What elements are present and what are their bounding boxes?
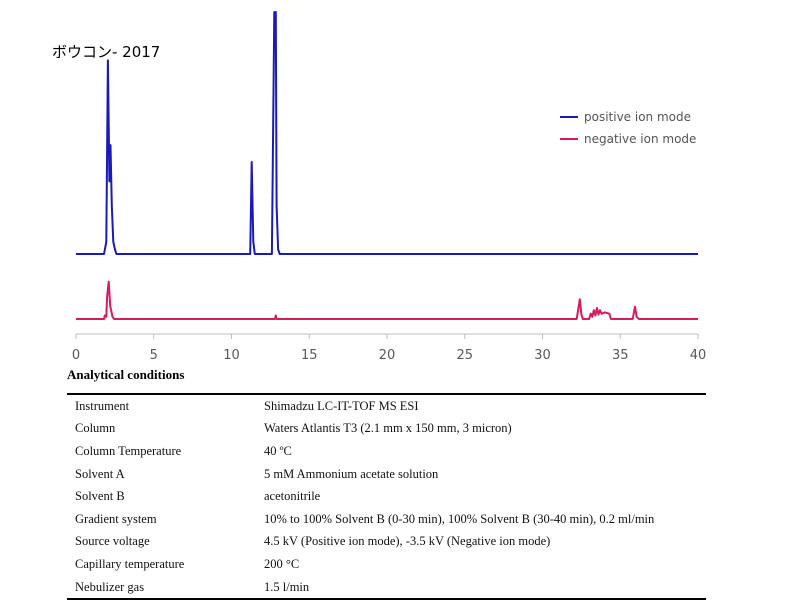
x-tick-label: 35 bbox=[612, 348, 629, 363]
x-tick-label: 10 bbox=[223, 348, 240, 363]
table-row: Source voltage 4.5 kV (Positive ion mode… bbox=[67, 531, 706, 554]
table-row: Solvent A 5 mM Ammonium acetate solution bbox=[67, 463, 706, 486]
legend: positive ion mode negative ion mode bbox=[560, 106, 696, 150]
param-value: 4.5 kV (Positive ion mode), -3.5 kV (Neg… bbox=[264, 534, 551, 549]
table-row: Capillary temperature 200 °C bbox=[67, 553, 706, 576]
param-value: 40 ºC bbox=[264, 443, 292, 458]
legend-item-negative: negative ion mode bbox=[560, 128, 696, 150]
param-label: Capillary temperature bbox=[75, 556, 185, 571]
table-row: Instrument Shimadzu LC-IT-TOF MS ESI bbox=[67, 395, 706, 418]
param-label: Column Temperature bbox=[75, 443, 182, 458]
param-value: acetonitrile bbox=[264, 489, 321, 504]
legend-swatch-negative bbox=[560, 138, 578, 140]
table-row: Gradient system 10% to 100% Solvent B (0… bbox=[67, 508, 706, 531]
x-tick-label: 0 bbox=[72, 348, 80, 363]
series-line-negative bbox=[76, 280, 698, 320]
x-tick-label: 25 bbox=[456, 348, 473, 363]
param-value: 1.5 l/min bbox=[264, 579, 310, 594]
table-row: Column Waters Atlantis T3 (2.1 mm x 150 … bbox=[67, 418, 706, 441]
series-line-positive bbox=[76, 11, 698, 255]
legend-item-positive: positive ion mode bbox=[560, 106, 696, 128]
x-tick-label: 15 bbox=[301, 348, 318, 363]
x-tick-label: 5 bbox=[150, 348, 158, 363]
series-layer bbox=[76, 11, 698, 320]
table-row: Solvent B acetonitrile bbox=[67, 485, 706, 508]
x-tick-label: 30 bbox=[534, 348, 551, 363]
param-label: Solvent A bbox=[75, 466, 125, 481]
x-axis-ticks: 0 5 10 15 20 25 30 35 40 bbox=[72, 334, 706, 363]
param-label: Source voltage bbox=[75, 534, 150, 549]
param-value: 5 mM Ammonium acetate solution bbox=[264, 466, 439, 481]
legend-swatch-positive bbox=[560, 116, 578, 118]
legend-label-negative: negative ion mode bbox=[584, 132, 697, 146]
x-tick-label: 40 bbox=[690, 348, 707, 363]
conditions-table: Instrument Shimadzu LC-IT-TOF MS ESI Col… bbox=[67, 393, 706, 600]
chart-title: ボウコン- 2017 bbox=[52, 43, 161, 61]
param-value: Waters Atlantis T3 (2.1 mm x 150 mm, 3 m… bbox=[264, 421, 512, 436]
param-label: Instrument bbox=[75, 398, 130, 413]
param-value: Shimadzu LC-IT-TOF MS ESI bbox=[264, 398, 419, 413]
param-value: 200 °C bbox=[264, 556, 300, 571]
conditions-title: Analytical conditions bbox=[67, 367, 185, 382]
legend-label-positive: positive ion mode bbox=[584, 110, 692, 124]
table-row: Nebulizer gas 1.5 l/min bbox=[67, 576, 706, 599]
param-label: Gradient system bbox=[75, 511, 157, 526]
chromatogram-chart: 0 5 10 15 20 25 30 35 40 bbox=[72, 11, 706, 363]
param-label: Column bbox=[75, 421, 116, 436]
table-row: Column Temperature 40 ºC bbox=[67, 440, 706, 463]
param-label: Solvent B bbox=[75, 489, 125, 504]
x-tick-label: 20 bbox=[379, 348, 396, 363]
param-label: Nebulizer gas bbox=[75, 579, 145, 594]
param-value: 10% to 100% Solvent B (0-30 min), 100% S… bbox=[264, 511, 655, 526]
